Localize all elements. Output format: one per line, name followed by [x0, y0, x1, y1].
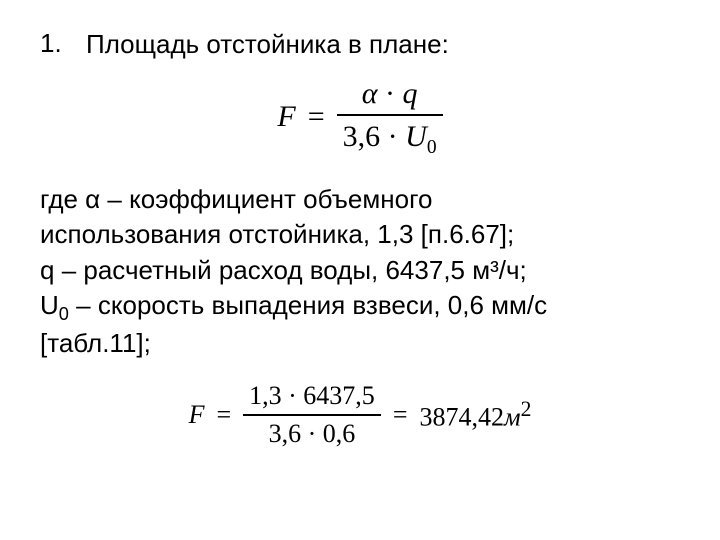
formula-numeric-numerator: 1,3 · 6437,5	[243, 380, 381, 413]
explanation-line-5: [табл.11];	[40, 326, 680, 361]
formula-fraction: α · q 3,6 · U0	[337, 75, 443, 161]
item-number: 1.	[40, 28, 86, 59]
formula-numeric-denominator: 3,6 · 0,6	[263, 418, 362, 451]
formula-numeric-result: 3874,42м2	[413, 397, 537, 433]
U-symbol: U	[405, 120, 427, 153]
document-page: 1. Площадь отстойника в плане: F = α · q…	[0, 0, 720, 471]
explanation-line-1: где α – коэффициент объемного	[40, 182, 680, 217]
coef-3-6: 3,6	[343, 120, 381, 153]
q-inline: q	[40, 255, 54, 285]
U-sub-inline: 0	[59, 304, 69, 324]
line1-rest: – коэффициент объемного	[100, 184, 432, 214]
numbered-item: 1. Площадь отстойника в плане:	[40, 28, 680, 61]
explanation-line-3: q – расчетный расход воды, 6437,5 м³/ч;	[40, 253, 680, 288]
dot-operator: ·	[385, 77, 395, 110]
equals-sign: =	[210, 400, 237, 430]
equals-sign: =	[387, 400, 414, 430]
dot-operator: ·	[388, 120, 398, 153]
line4-rest: – скорость выпадения взвеси, 0,6 мм/с	[69, 290, 547, 320]
explanation-line-2: использования отстойника, 1,3 [п.6.67];	[40, 217, 680, 252]
equals-sign: =	[302, 100, 331, 134]
fraction-bar	[243, 414, 381, 416]
explanation-block: где α – коэффициент объемного использова…	[40, 182, 680, 361]
q-symbol: q	[402, 77, 417, 110]
formula-general: F = α · q 3,6 · U0	[40, 75, 680, 161]
alpha-inline: α	[85, 184, 100, 214]
formula-lhs: F	[271, 100, 301, 134]
alpha-symbol: α	[362, 77, 378, 110]
fraction-bar	[337, 114, 443, 116]
formula-numeric-fraction: 1,3 · 6437,5 3,6 · 0,6	[243, 380, 381, 451]
result-unit-sup: 2	[521, 397, 532, 421]
formula-numeric: F = 1,3 · 6437,5 3,6 · 0,6 = 3874,42м2	[40, 380, 680, 451]
formula-numeric-lhs: F	[183, 400, 211, 430]
result-unit: м	[504, 403, 521, 432]
line3-rest: – расчетный расход воды, 6437,5 м³/ч;	[54, 255, 526, 285]
formula-numerator: α · q	[356, 75, 424, 113]
formula-denominator: 3,6 · U0	[337, 118, 443, 160]
U-subscript: 0	[427, 137, 437, 158]
where-prefix: где	[40, 184, 85, 214]
U-inline: U	[40, 290, 59, 320]
result-value: 3874,42	[419, 403, 504, 432]
explanation-line-4: U0 – скорость выпадения взвеси, 0,6 мм/с	[40, 288, 680, 327]
item-title: Площадь отстойника в плане:	[86, 28, 449, 61]
